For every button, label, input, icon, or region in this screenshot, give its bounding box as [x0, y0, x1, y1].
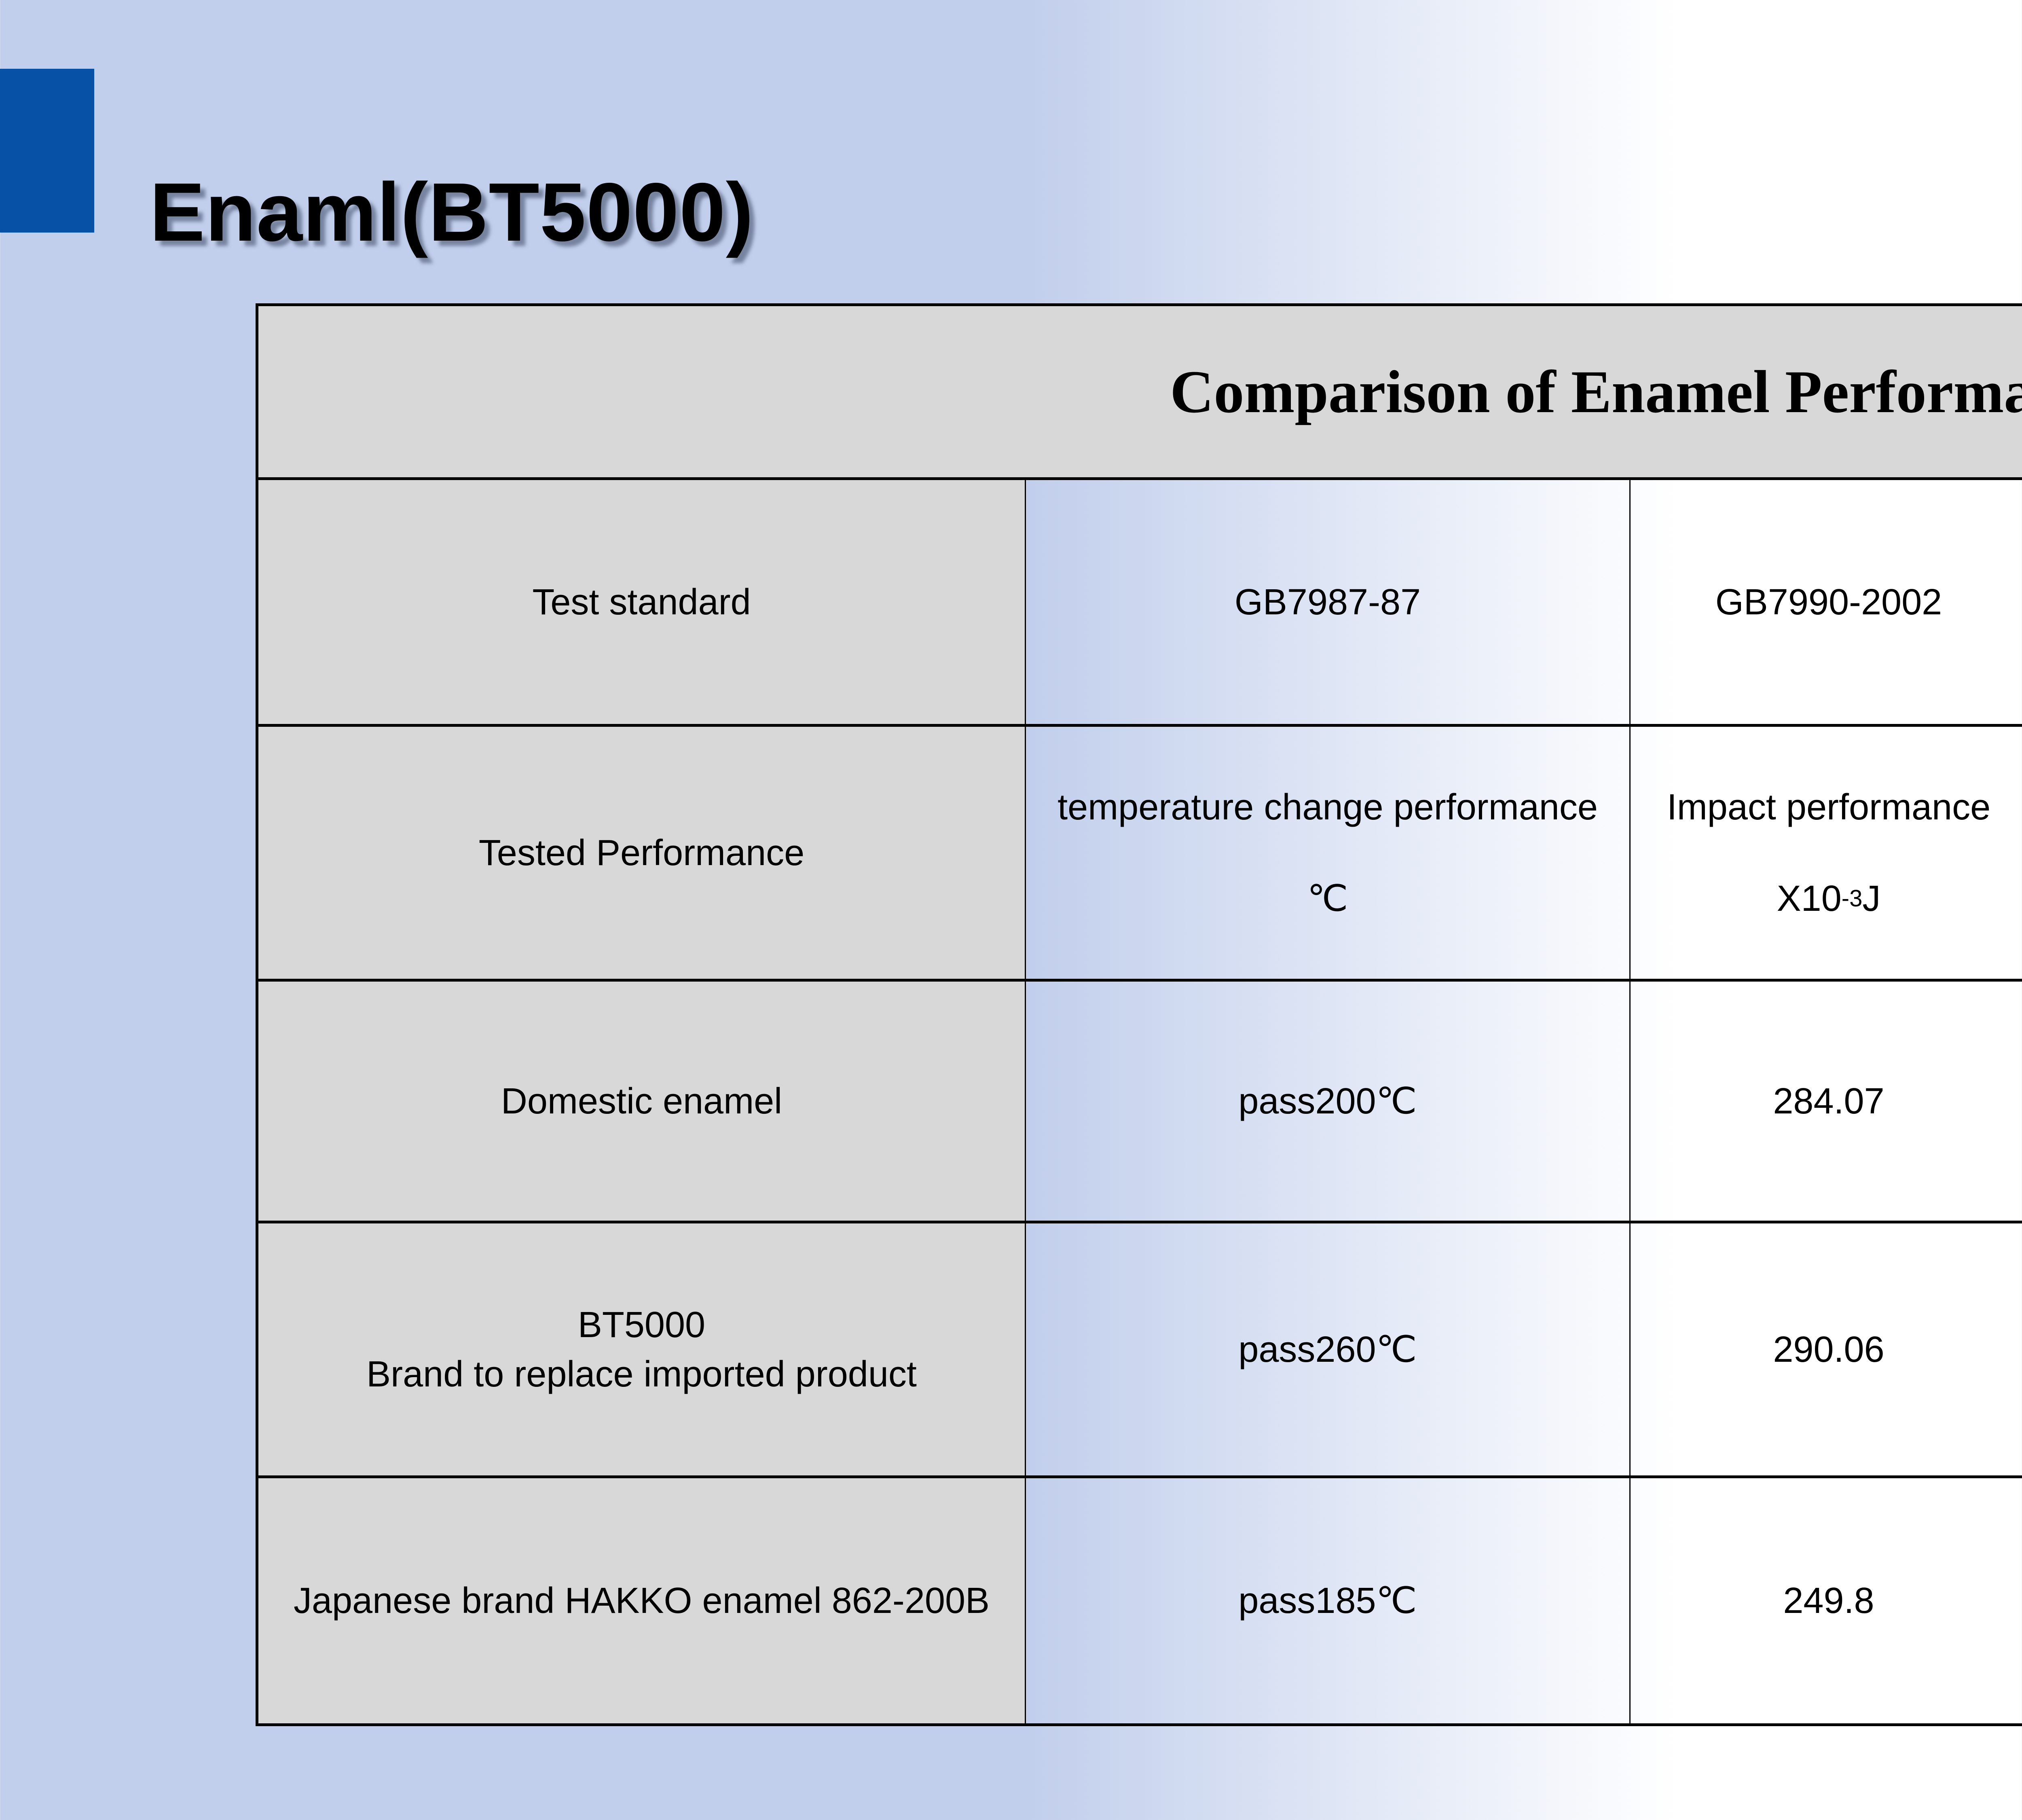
- impact-unit-line: X10-3J: [1777, 877, 1881, 921]
- cell-standard-impact: GB7990-2002: [1631, 480, 2022, 727]
- slide-title: Enaml(BT5000): [150, 166, 754, 259]
- cell-performance-label: Tested Performance: [258, 727, 1026, 982]
- temperature-unit-line: ℃: [1307, 878, 1348, 919]
- cell-domestic-label: Domestic enamel: [258, 982, 1026, 1223]
- impact-unit-main: X10: [1777, 878, 1842, 919]
- table-title-cell: Comparison of Enamel Performance: [258, 306, 2022, 480]
- cell-japanese-label: Japanese brand HAKKO enamel 862-200B: [258, 1478, 1026, 1723]
- bt5000-name-line: BT5000: [577, 1304, 706, 1345]
- impact-unit-exponent: -3: [1841, 885, 1863, 912]
- cell-domestic-temperature: pass200℃: [1026, 982, 1631, 1223]
- cell-bt5000-temperature: pass260℃: [1026, 1223, 1631, 1478]
- cell-standard-label: Test standard: [258, 480, 1026, 727]
- accent-bar: [0, 69, 94, 233]
- cell-performance-temperature: temperature change performance ℃: [1026, 727, 1631, 982]
- cell-performance-impact: Impact performance X10-3J: [1631, 727, 2022, 982]
- cell-bt5000-label: BT5000 Brand to replace imported product: [258, 1223, 1026, 1478]
- impact-unit-joule: J: [1862, 878, 1881, 919]
- temperature-performance-line: temperature change performance: [1058, 787, 1598, 827]
- comparison-table: Comparison of Enamel Performance Test st…: [256, 303, 2022, 1726]
- cell-japanese-impact: 249.8: [1631, 1478, 2022, 1723]
- cell-japanese-temperature: pass185℃: [1026, 1478, 1631, 1723]
- bt5000-desc-line: Brand to replace imported product: [366, 1354, 917, 1395]
- cell-domestic-impact: 284.07: [1631, 982, 2022, 1223]
- impact-performance-line: Impact performance: [1667, 787, 1991, 827]
- cell-standard-temperature: GB7987-87: [1026, 480, 1631, 727]
- cell-bt5000-impact: 290.06: [1631, 1223, 2022, 1478]
